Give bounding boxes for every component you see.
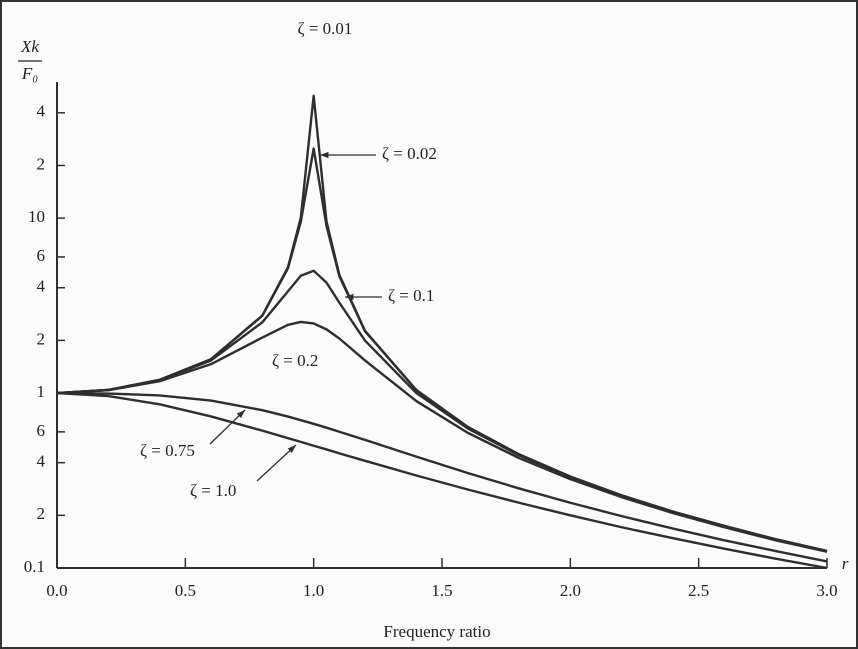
y-tick-label: 6	[37, 246, 46, 265]
x-tick-label: 3.0	[816, 581, 837, 600]
curve-label: ζ = 1.0	[190, 481, 236, 500]
x-tick-label: 0.0	[46, 581, 67, 600]
y-tick-label: 2	[37, 329, 46, 348]
y-tick-label: 4	[37, 102, 46, 121]
curve-label: ζ = 0.1	[388, 286, 434, 305]
y-tick-label: 1	[37, 382, 46, 401]
x-axis-symbol: r	[842, 554, 849, 573]
y-tick-label: 6	[37, 421, 46, 440]
arrow-head	[320, 151, 329, 159]
curve	[56, 391, 828, 563]
x-tick-label: 2.0	[560, 581, 581, 600]
y-tick-label: 2	[37, 504, 46, 523]
curve-label: ζ = 0.75	[140, 441, 195, 460]
x-label: Frequency ratio	[383, 622, 490, 641]
arrow-head	[236, 410, 245, 419]
curve-label: ζ = 0.2	[272, 351, 318, 370]
curve-label: ζ = 0.02	[382, 144, 437, 163]
curve	[56, 320, 828, 553]
y-label-numerator: Xk	[20, 37, 39, 56]
y-tick-label: 10	[28, 207, 45, 226]
x-tick-label: 1.0	[303, 581, 324, 600]
y-tick-label: 2	[37, 154, 46, 173]
y-tick-label: 4	[37, 277, 46, 296]
y-tick-label: 0.1	[24, 557, 45, 576]
x-tick-label: 0.5	[175, 581, 196, 600]
arrow-head	[345, 293, 354, 301]
curve-label: ζ = 0.01	[298, 19, 353, 38]
y-tick-label: 4	[37, 452, 46, 471]
arrow-head	[287, 445, 296, 454]
x-tick-label: 2.5	[688, 581, 709, 600]
curve	[56, 391, 828, 570]
x-tick-label: 1.5	[431, 581, 452, 600]
label-arrow	[256, 444, 297, 482]
y-label-denominator: F₀	[21, 64, 38, 83]
